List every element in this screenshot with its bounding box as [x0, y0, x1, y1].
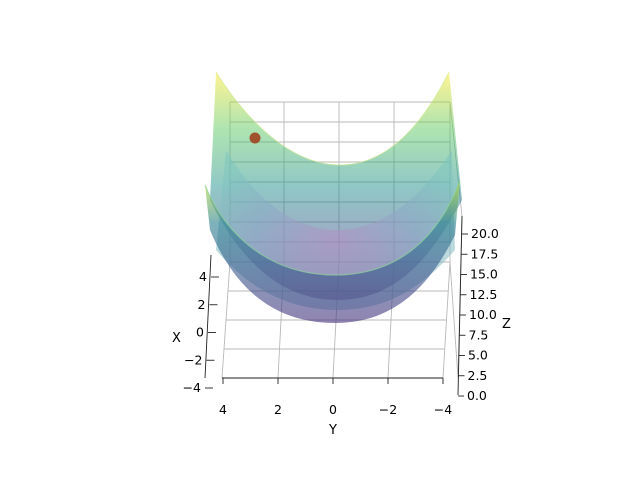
x-tick-label: −4	[183, 380, 201, 395]
y-axis-label: Y	[328, 423, 337, 438]
y-tick-label: −2	[379, 402, 397, 417]
y-tick-label: 4	[219, 402, 227, 417]
z-tick-label: 10.0	[469, 307, 497, 322]
x-axis-label: X	[172, 331, 181, 346]
y-tick-label: 0	[329, 402, 337, 417]
y-tick-label: −4	[434, 402, 452, 417]
x-tick-label: 2	[198, 297, 206, 312]
z-tick-label: 20.0	[471, 226, 499, 241]
z-tick-label: 7.5	[469, 327, 489, 342]
y-tick-label: 2	[274, 402, 282, 417]
x-tick-label: 0	[196, 325, 204, 340]
x-tick-label: 4	[199, 269, 207, 284]
z-tick-label: 12.5	[470, 287, 498, 302]
z-axis: 0.0 2.5 5.0 7.5 10.0 12.5 15.0 17.5 20.0 Z	[457, 215, 511, 403]
z-tick-label: 5.0	[468, 348, 488, 363]
z-tick-label: 17.5	[471, 246, 499, 261]
marked-point	[249, 132, 261, 144]
z-tick-label: 0.0	[467, 388, 487, 403]
x-tick-label: −2	[184, 352, 202, 367]
z-tick-label: 15.0	[470, 267, 498, 282]
x-axis: −4 −2 0 2 4 X	[172, 254, 219, 395]
z-tick-label: 2.5	[468, 368, 488, 383]
y-axis: 4 2 0 −2 −4 Y	[219, 377, 452, 438]
surface	[204, 71, 462, 323]
z-axis-label: Z	[502, 317, 511, 332]
